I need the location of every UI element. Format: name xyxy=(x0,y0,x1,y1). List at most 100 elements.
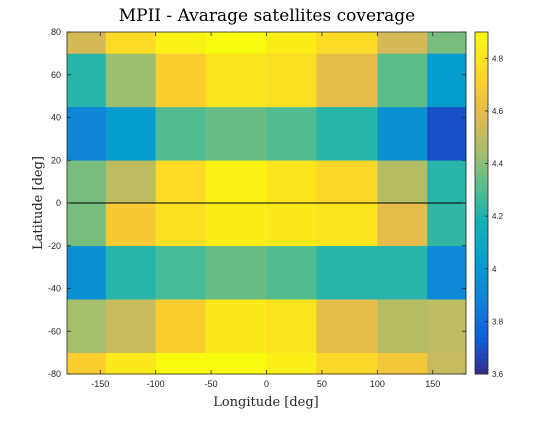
heatmap-cell xyxy=(316,160,378,204)
y-axis-ticks: -80 -60 -40 -20 0 20 40 60 80 xyxy=(48,27,466,379)
heatmap-cell xyxy=(427,32,467,54)
y-tick-label: 60 xyxy=(51,70,61,80)
colorbar-segment xyxy=(475,149,488,156)
colorbar-segment xyxy=(475,331,488,337)
colorbar-tick-label: 4.2 xyxy=(492,212,504,221)
colorbar-segment xyxy=(475,122,488,129)
colorbar-segment xyxy=(475,186,488,193)
colorbar-segment xyxy=(475,176,488,183)
heatmap-cell xyxy=(266,32,317,54)
x-tick-label: 0 xyxy=(264,379,269,389)
heatmap-cell xyxy=(205,203,267,247)
colorbar-segment xyxy=(475,80,488,86)
heatmap-cell xyxy=(266,352,317,375)
heatmap-cell xyxy=(105,160,156,204)
colorbar-segment xyxy=(475,192,488,199)
colorbar-tick-label: 3.6 xyxy=(492,370,504,379)
y-tick-label: 0 xyxy=(56,198,61,208)
heatmap-cell xyxy=(105,106,156,161)
x-tick-label: -100 xyxy=(147,379,165,389)
heatmap-cell xyxy=(427,106,467,161)
colorbar-segment xyxy=(475,64,488,70)
colorbar-segment xyxy=(475,58,488,65)
colorbar-segment xyxy=(475,133,488,140)
colorbar-segment xyxy=(475,315,488,321)
colorbar-tick-label: 4.4 xyxy=(492,160,504,169)
heatmap-cell xyxy=(377,245,428,300)
colorbar-segment xyxy=(475,224,488,231)
colorbar-segment xyxy=(475,208,488,215)
colorbar-segment xyxy=(475,219,488,225)
heatmap-cell xyxy=(205,245,267,300)
y-tick-label: -60 xyxy=(48,326,61,336)
colorbar-segment xyxy=(475,336,488,343)
colorbar-segment xyxy=(475,69,488,76)
heatmap-cell xyxy=(205,160,267,204)
x-tick-label: -50 xyxy=(205,379,218,389)
heatmap-cell xyxy=(427,160,467,204)
colorbar-segment xyxy=(475,293,488,300)
heatmap-cell xyxy=(427,203,467,247)
heatmap-cell xyxy=(427,53,467,108)
heatmap-cell xyxy=(205,53,267,108)
colorbar-segment xyxy=(475,256,488,263)
heatmap-cell xyxy=(427,245,467,300)
colorbar-segment xyxy=(475,138,488,145)
heatmap-cell xyxy=(155,106,206,161)
colorbar-segment xyxy=(475,128,488,134)
heatmap-cell xyxy=(67,352,107,375)
colorbar-segment xyxy=(475,170,488,177)
colorbar-segment xyxy=(475,245,488,252)
y-axis-label: Latitude [deg] xyxy=(31,156,46,250)
colorbar-segment xyxy=(475,117,488,124)
heatmap-cell xyxy=(316,32,378,54)
heatmap-cell xyxy=(427,299,467,353)
heatmap-cell xyxy=(427,352,467,375)
heatmap-cell xyxy=(67,53,107,108)
heatmap-cell xyxy=(105,299,156,353)
colorbar-segment xyxy=(475,277,488,284)
colorbar-segment xyxy=(475,363,488,370)
y-tick-label: 80 xyxy=(51,27,61,37)
colorbar-segment xyxy=(475,283,488,289)
colorbar-segment xyxy=(475,235,488,241)
y-tick-label: -80 xyxy=(48,369,61,379)
colorbar-tick-label: 4.6 xyxy=(492,107,504,116)
heatmap-cell xyxy=(316,53,378,108)
colorbar-segment xyxy=(475,106,488,113)
colorbar-segment xyxy=(475,240,488,247)
heatmap-cell xyxy=(316,106,378,161)
colorbar-segment xyxy=(475,154,488,161)
colorbar-segment xyxy=(475,32,488,38)
heatmap-cell xyxy=(67,245,107,300)
heatmap-cell xyxy=(67,32,107,54)
colorbar-segment xyxy=(475,101,488,108)
heatmap-cell xyxy=(155,299,206,353)
heatmap-cell xyxy=(266,299,317,353)
colorbar: 3.6 3.8 4 4.2 4.4 4.6 4.8 xyxy=(474,31,504,379)
colorbar-border xyxy=(474,31,489,375)
colorbar-segment xyxy=(475,74,488,81)
colorbar-segment xyxy=(475,304,488,311)
x-axis-label: Longitude [deg] xyxy=(213,395,319,410)
colorbar-segment xyxy=(475,309,488,316)
colorbar-segment xyxy=(475,112,488,118)
heatmap-cell xyxy=(316,245,378,300)
colorbar-segment xyxy=(475,251,488,257)
heatmap-cell xyxy=(155,53,206,108)
heatmap-cell xyxy=(105,53,156,108)
colorbar-segment xyxy=(475,90,488,97)
colorbar-segment xyxy=(475,181,488,188)
heatmap-cell xyxy=(205,106,267,161)
colorbar-segment xyxy=(475,96,488,102)
y-tick-label: 40 xyxy=(51,113,61,123)
colorbar-segment xyxy=(475,48,488,54)
colorbar-segment xyxy=(475,325,488,332)
heatmap-cell xyxy=(266,160,317,204)
heatmap-cell xyxy=(377,32,428,54)
heatmap-cell xyxy=(105,32,156,54)
heatmap-cell xyxy=(105,203,156,247)
heatmap-cell xyxy=(67,203,107,247)
colorbar-segment xyxy=(475,165,488,172)
colorbar-segment xyxy=(475,229,488,236)
